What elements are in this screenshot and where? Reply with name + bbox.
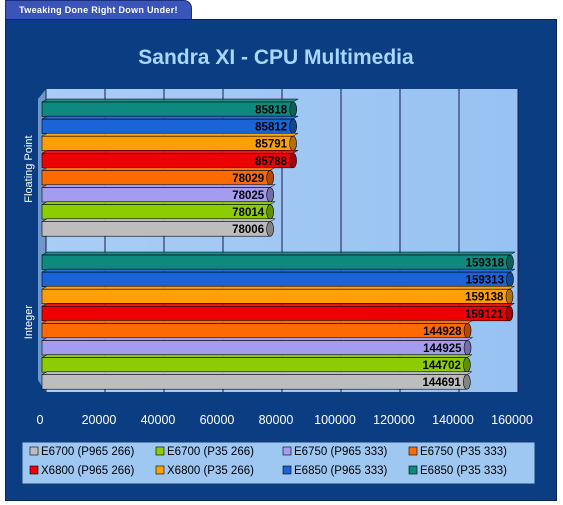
legend-item: E6700 (P965 266) <box>29 446 135 458</box>
x-tick-label: 120000 <box>373 413 415 427</box>
legend-swatch <box>282 446 292 456</box>
legend-label: E6850 (P965 333) <box>294 465 388 477</box>
legend-swatch <box>29 465 39 475</box>
legend-item: X6800 (P35 266) <box>155 465 254 477</box>
category-label: Floating Point <box>23 135 35 202</box>
bar-value-label: 85812 <box>255 122 287 134</box>
legend-label: E6700 (P35 266) <box>167 446 254 458</box>
legend-label: E6750 (P965 333) <box>294 446 388 458</box>
bar-value-label: 85791 <box>255 139 288 151</box>
legend-label: X6800 (P35 266) <box>167 465 254 477</box>
bar-value-label: 159313 <box>466 275 504 287</box>
x-tick-label: 140000 <box>432 413 474 427</box>
legend-label: E6750 (P35 333) <box>420 446 507 458</box>
legend-label: E6700 (P965 266) <box>41 446 135 458</box>
bar: 159121 <box>41 303 516 322</box>
bar-value-label: 78029 <box>232 173 264 185</box>
bar: 144702 <box>41 354 473 373</box>
x-tick-label: 80000 <box>259 413 294 427</box>
bar: 85818 <box>41 98 300 117</box>
chart-title: Sandra XI - CPU Multimedia <box>138 46 414 69</box>
bar: 159138 <box>41 285 516 305</box>
bar: 78006 <box>41 218 277 237</box>
legend-swatch <box>155 465 165 475</box>
bar-value-label: 85788 <box>255 156 288 168</box>
legend-item: E6750 (P965 333) <box>282 446 388 458</box>
bar: 85788 <box>41 150 299 169</box>
legend-item: E6850 (P35 333) <box>408 465 507 477</box>
legend-label: X6800 (P965 266) <box>41 465 135 477</box>
x-tick-label: 20000 <box>82 413 117 427</box>
bar-value-label: 144925 <box>423 343 462 355</box>
category-label: Integer <box>23 305 35 340</box>
bar-value-label: 144702 <box>422 360 460 372</box>
legend-item: X6800 (P965 266) <box>29 465 135 477</box>
bar: 85812 <box>41 115 300 134</box>
bar: 78029 <box>41 167 277 186</box>
bar-value-label: 159138 <box>465 292 504 304</box>
legend-swatch <box>408 446 418 456</box>
bar: 159313 <box>41 268 516 287</box>
bar: 144928 <box>41 320 474 339</box>
bar: 144691 <box>41 371 473 390</box>
bar-value-label: 78025 <box>232 190 265 202</box>
bar: 78014 <box>41 201 277 220</box>
legend-item: E6700 (P35 266) <box>155 446 254 458</box>
legend-item: E6850 (P965 333) <box>282 465 388 477</box>
legend-label: E6850 (P35 333) <box>420 465 507 477</box>
legend-swatch <box>282 465 292 475</box>
bar-value-label: 78006 <box>232 224 264 236</box>
x-tick-label: 40000 <box>141 413 176 427</box>
x-tick-label: 160000 <box>491 413 533 427</box>
bar-value-label: 144691 <box>422 377 461 389</box>
legend-swatch <box>29 446 39 456</box>
bar-value-label: 85818 <box>255 105 288 117</box>
legend-swatch <box>155 446 165 456</box>
bar-value-label: 78014 <box>232 207 265 219</box>
bar: 144925 <box>41 337 474 356</box>
legend-box <box>21 441 536 485</box>
bar-value-label: 159318 <box>466 258 505 270</box>
legend-swatch <box>408 465 418 475</box>
legend-item: E6750 (P35 333) <box>408 446 507 458</box>
x-tick-label: 60000 <box>200 413 235 427</box>
bar-value-label: 144928 <box>423 326 462 338</box>
bar-value-label: 159121 <box>465 309 504 321</box>
bar: 78025 <box>41 184 277 203</box>
x-tick-label: 0 <box>37 413 44 427</box>
bar: 159318 <box>41 251 516 270</box>
bar: 85791 <box>41 132 299 151</box>
x-tick-label: 100000 <box>314 413 356 427</box>
